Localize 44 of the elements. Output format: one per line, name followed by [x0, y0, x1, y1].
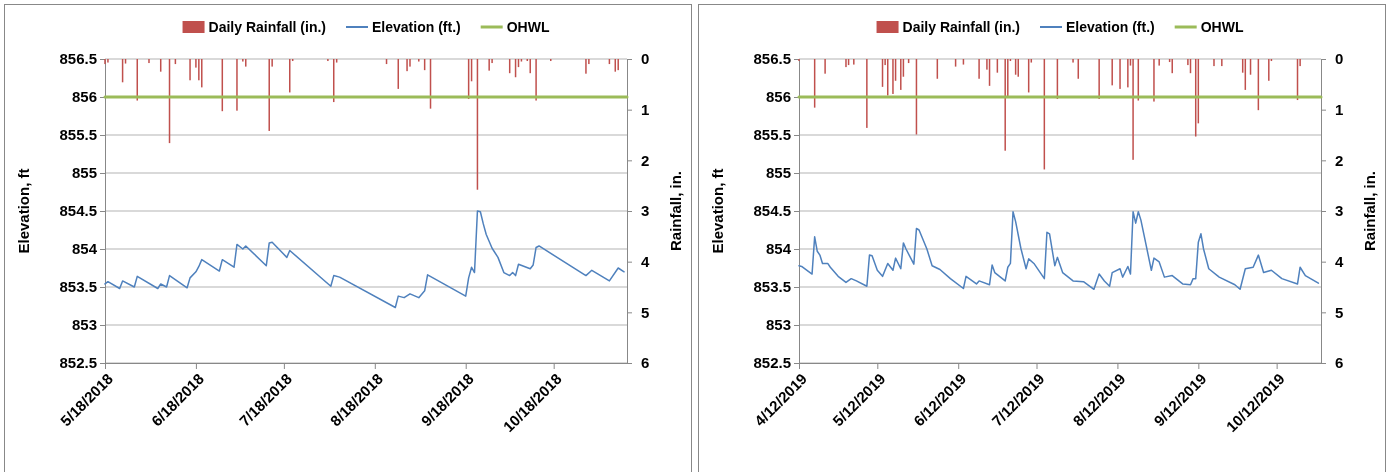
y2-tick-label: 4: [641, 252, 650, 270]
legend-label: Elevation (ft.): [1066, 19, 1155, 35]
legend-label: Daily Rainfall (in.): [208, 19, 327, 35]
y2-tick-label: 1: [1335, 100, 1344, 118]
legend-label: OHWL: [1200, 19, 1244, 35]
y-tick-label: 856: [765, 88, 791, 106]
y2-tick-label: 1: [641, 100, 650, 118]
y-tick-label: 853: [71, 316, 97, 334]
y-tick-label: 853.5: [753, 278, 791, 296]
y-tick-label: 854.5: [59, 202, 97, 220]
y-tick-label: 854: [765, 240, 792, 258]
y-tick-label: 856.5: [753, 50, 791, 68]
y2-tick-label: 4: [1335, 252, 1344, 270]
line-series: [104, 210, 625, 309]
legend-label: OHWL: [506, 19, 550, 35]
legend-label: Daily Rainfall (in.): [902, 19, 1021, 35]
y2-tick-label: 2: [641, 151, 650, 169]
y-axis-title: Elevation, ft: [15, 168, 32, 254]
y-tick-label: 852.5: [59, 354, 97, 372]
y2-tick-label: 5: [641, 303, 650, 321]
y-tick-label: 853.5: [59, 278, 97, 296]
y2-tick-label: 2: [1335, 151, 1344, 169]
y-tick-label: 852.5: [753, 354, 791, 372]
y-tick-label: 855.5: [753, 126, 791, 144]
y2-tick-label: 5: [1335, 303, 1344, 321]
line-series: [798, 211, 1320, 291]
y-axis-title: Elevation, ft: [709, 168, 726, 254]
y-tick-label: 855: [765, 164, 791, 182]
y2-axis-title: Rainfall, in.: [667, 170, 684, 252]
y2-axis-title: Rainfall, in.: [1361, 170, 1378, 252]
y2-tick-label: 6: [641, 354, 650, 372]
y-tick-label: 853: [765, 316, 791, 334]
y-tick-label: 856: [71, 88, 97, 106]
y-tick-label: 855: [71, 164, 97, 182]
y2-tick-label: 3: [641, 202, 650, 220]
y-tick-label: 856.5: [59, 50, 97, 68]
y2-tick-label: 0: [1335, 50, 1344, 68]
y-tick-label: 854.5: [753, 202, 791, 220]
y2-tick-label: 0: [641, 50, 650, 68]
y-tick-label: 854: [71, 240, 98, 258]
y2-tick-label: 3: [1335, 202, 1344, 220]
y-tick-label: 855.5: [59, 126, 97, 144]
y2-tick-label: 6: [1335, 354, 1344, 372]
legend-label: Elevation (ft.): [372, 19, 461, 35]
